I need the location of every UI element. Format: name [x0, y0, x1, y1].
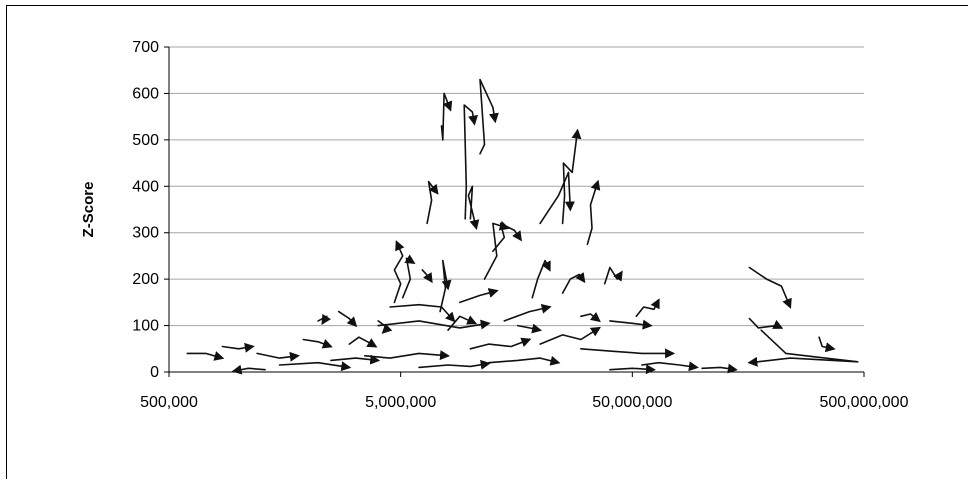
trajectory-series: [439, 259, 452, 313]
trajectory-series: [539, 326, 601, 345]
trajectory-series: [531, 259, 551, 299]
trajectory-series: [393, 240, 405, 304]
trajectory-series: [609, 364, 656, 375]
plot-area: [186, 78, 859, 375]
trajectory-series: [748, 317, 784, 329]
trajectory-series: [418, 359, 491, 370]
trajectory-series: [487, 355, 561, 366]
trajectory-series: [440, 92, 453, 141]
trajectory-series: [603, 266, 623, 285]
trajectory-series: [186, 351, 225, 361]
trajectory-series: [561, 272, 586, 294]
axes: [164, 46, 865, 377]
trajectory-series: [317, 313, 331, 326]
trajectory-series: [337, 310, 358, 328]
y-tick-label: 300: [132, 225, 159, 242]
x-tick-labels: 500,000 5,000,000 50,000,000 500,000,000: [140, 394, 909, 411]
x-tick-label: 500,000: [140, 394, 198, 411]
trajectory-series: [635, 298, 660, 318]
trajectory-series: [467, 185, 480, 231]
trajectory-series: [586, 179, 601, 246]
y-tick-labels: 0 100 200 300 400 500 600 700: [132, 39, 159, 381]
x-tick-label: 500,000,000: [820, 394, 909, 411]
trajectory-series: [539, 171, 575, 225]
trajectory-series: [401, 254, 416, 299]
trajectory-series: [748, 266, 792, 309]
trajectory-series: [516, 323, 543, 334]
trajectory-series: [479, 78, 499, 155]
trajectory-series: [641, 361, 699, 372]
trajectory-series: [377, 319, 491, 330]
y-tick-label: 400: [132, 178, 159, 195]
trajectory-series: [503, 303, 552, 322]
trajectory-series: [818, 336, 836, 353]
trajectory-series: [377, 320, 393, 334]
trajectory-series: [580, 347, 676, 359]
trajectory-series: [389, 303, 456, 323]
x-tick-label: 50,000,000: [592, 394, 672, 411]
trajectory-series: [469, 337, 532, 350]
y-tick-label: 600: [132, 85, 159, 102]
trajectory-series: [701, 363, 738, 374]
x-tick-label: 5,000,000: [365, 394, 436, 411]
y-tick-label: 500: [132, 132, 159, 149]
trajectory-series: [747, 329, 859, 367]
trajectory-series: [426, 180, 439, 225]
trajectory-series: [221, 342, 255, 353]
trajectory-series: [458, 288, 499, 304]
y-tick-label: 100: [132, 318, 159, 335]
y-tick-label: 0: [150, 364, 159, 381]
chart-frame: [6, 5, 968, 479]
trajectory-series: [256, 351, 300, 362]
trajectory-series: [330, 354, 381, 365]
trajectory-series: [447, 315, 478, 332]
gridlines: [169, 46, 864, 327]
trajectory-series: [348, 336, 378, 348]
y-axis-label: Z-Score: [80, 182, 97, 238]
trajectory-series: [231, 364, 266, 375]
trajectory-series: [363, 350, 450, 361]
trajectory-series: [463, 104, 478, 220]
trajectory-series: [483, 220, 510, 280]
trajectory-series: [302, 338, 333, 349]
y-tick-label: 200: [132, 271, 159, 288]
trajectory-series: [561, 128, 582, 225]
trajectory-series: [580, 312, 601, 323]
trajectory-series: [609, 319, 653, 330]
trajectory-series: [278, 361, 352, 372]
y-tick-label: 700: [132, 39, 159, 56]
trajectory-series: [421, 269, 433, 284]
